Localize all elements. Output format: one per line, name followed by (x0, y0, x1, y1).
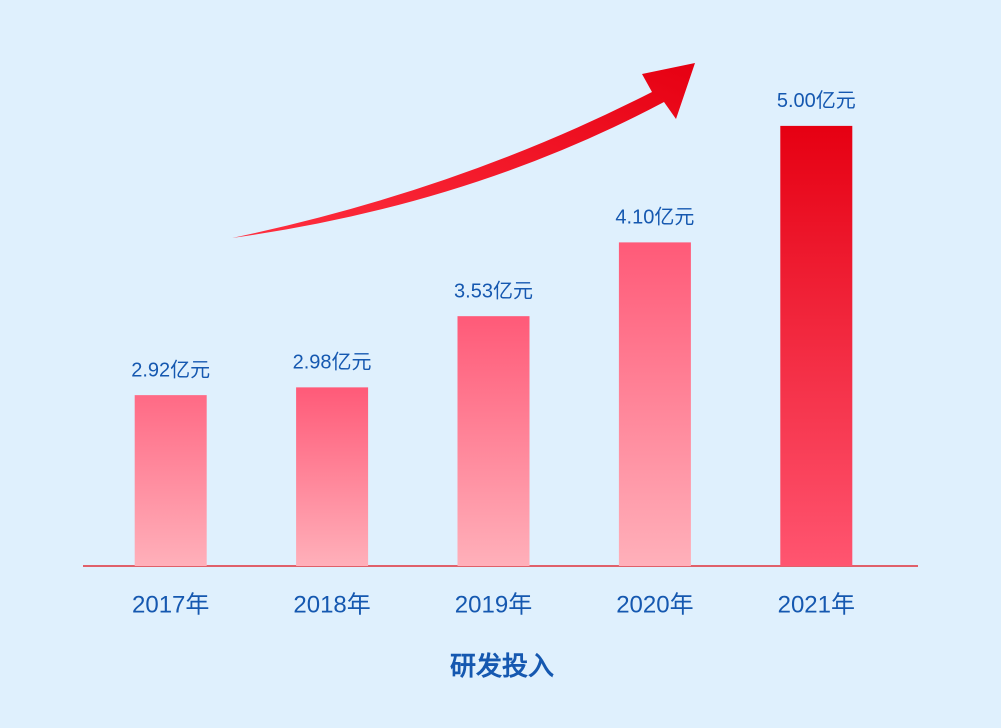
value-label: 4.10亿元 (615, 206, 694, 229)
x-tick-label: 2020年 (616, 591, 693, 618)
bar (618, 242, 691, 566)
bar (457, 316, 530, 566)
value-label: 5.00亿元 (777, 89, 856, 112)
trend-arrow (232, 63, 695, 238)
x-tick-label: 2019年 (455, 591, 532, 618)
x-tick-label: 2017年 (132, 591, 209, 618)
bar (134, 395, 207, 566)
chart-title: 研发投入 (450, 651, 554, 681)
x-tick-label: 2018年 (293, 591, 370, 618)
value-label: 2.98亿元 (293, 351, 372, 374)
x-tick-label: 2021年 (778, 591, 855, 618)
value-label: 2.92亿元 (131, 358, 210, 381)
bar (296, 387, 369, 566)
bar (780, 125, 853, 566)
value-label: 3.53亿元 (454, 279, 533, 302)
